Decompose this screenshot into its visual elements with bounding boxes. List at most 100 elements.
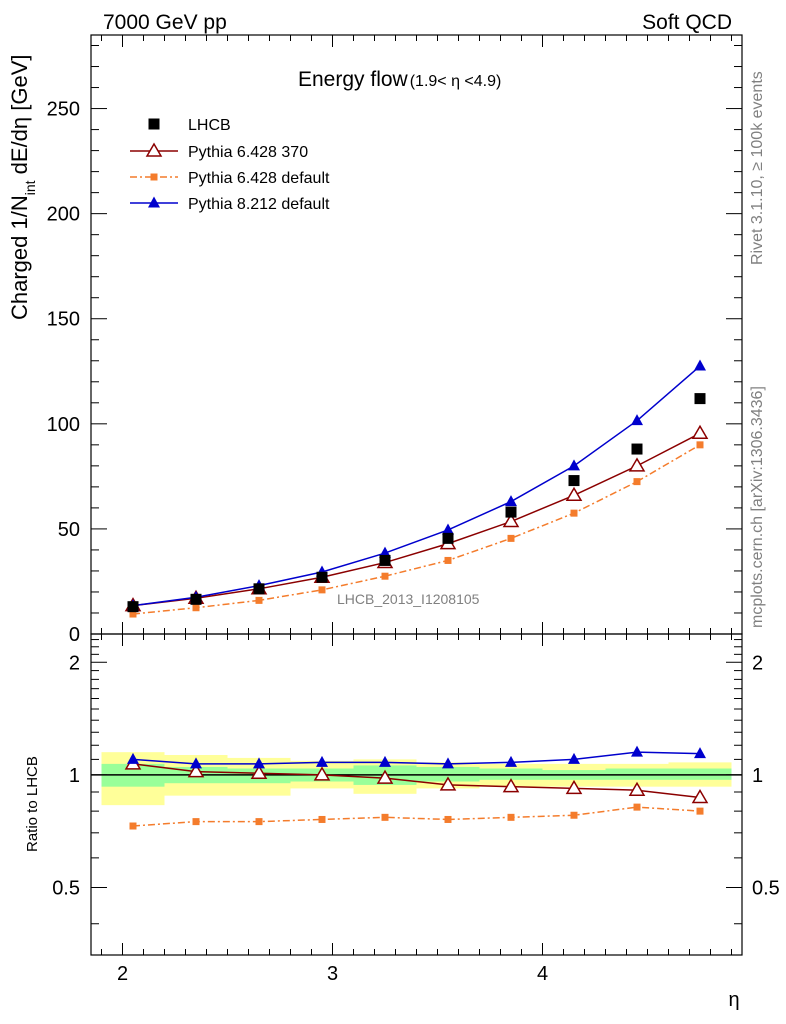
ratio-point-p8-1 [190, 757, 202, 769]
point-pdef-3 [318, 586, 326, 594]
point-lhcb-3 [316, 571, 328, 583]
ratio-point-p370-9 [691, 789, 709, 804]
point-p8-6 [505, 495, 517, 507]
ratio-point-pdef-9 [696, 807, 704, 815]
ratio-line-p8 [132, 751, 701, 765]
y-axis-label-tail: dE/dη [GeV] [7, 54, 32, 180]
ratio-point-p8-7 [568, 752, 580, 764]
series-line-p8 [132, 365, 701, 607]
ratio-point-pdef-3 [318, 815, 326, 823]
ratio-point-p8-9 [694, 747, 706, 759]
point-pdef-4 [381, 572, 389, 580]
ratio-tick-label-0.5: 0.5 [52, 877, 80, 899]
ratio-tick-label-2: 2 [69, 652, 80, 674]
x-tick-label-4: 4 [537, 963, 548, 985]
ratio-point-pdef-2 [255, 818, 263, 826]
ratio-tick-label-1: 1 [69, 765, 80, 787]
rivet-label: Rivet 3.1.10, ≥ 100k events [749, 71, 766, 265]
ratio-point-p8-5 [442, 757, 454, 769]
point-pdef-0 [129, 610, 137, 618]
y-axis-label-sub: int [22, 180, 38, 195]
ratio-point-p370-7 [565, 779, 583, 795]
point-p370-6 [502, 513, 520, 528]
ratio-plot-panel: 2 3 4 0.5 0.5 1 1 2 2 [52, 633, 780, 985]
ratio-point-p8-0 [127, 752, 139, 764]
point-lhcb-5 [442, 532, 454, 544]
y-tick-label-100: 100 [47, 414, 80, 436]
point-p8-7 [568, 459, 580, 471]
point-lhcb-1 [190, 593, 202, 605]
ratio-tick-label-right-2: 2 [752, 652, 763, 674]
point-lhcb-4 [379, 554, 391, 566]
point-pdef-1 [192, 604, 200, 612]
ratio-point-p8-8 [631, 745, 643, 757]
legend-marker-p370 [145, 142, 163, 157]
point-lhcb-7 [568, 475, 580, 487]
legend-label-p370: Pythia 6.428 370 [188, 144, 308, 161]
point-lhcb-2 [253, 583, 265, 595]
ratio-point-p370-1 [187, 763, 205, 778]
x-tick-label-2: 2 [117, 963, 128, 985]
point-lhcb-8 [631, 443, 643, 455]
ratio-point-p370-3 [313, 766, 331, 781]
ratio-line-pdef [132, 806, 701, 827]
legend-label-lhcb: LHCB [188, 117, 231, 134]
ratio-point-pdef-5 [444, 815, 452, 823]
legend-marker-pdef [150, 173, 158, 181]
point-p8-4 [379, 546, 391, 558]
ratio-line-p370 [132, 763, 701, 799]
point-p8-8 [631, 414, 643, 426]
legend: LHCB Pythia 6.428 370 Pythia 6.428 default… [130, 117, 330, 213]
point-pdef-5 [444, 556, 452, 564]
point-pdef-9 [696, 441, 704, 449]
ratio-point-pdef-6 [507, 813, 515, 821]
point-pdef-6 [507, 534, 515, 542]
series-line-p370 [132, 432, 701, 607]
x-tick-label-3: 3 [327, 963, 338, 985]
point-pdef-7 [570, 509, 578, 517]
point-lhcb-6 [505, 506, 517, 518]
ratio-point-p8-3 [316, 755, 328, 767]
legend-marker-lhcb [148, 118, 160, 130]
ratio-tick-label-right-0.5: 0.5 [752, 877, 780, 899]
y-tick-label-150: 150 [47, 309, 80, 331]
legend-marker-p8 [148, 196, 160, 208]
watermark: LHCB_2013_I1208105 [337, 591, 480, 607]
point-lhcb-9 [694, 393, 706, 405]
ratio-point-pdef-0 [129, 822, 137, 830]
ratio-point-p8-4 [379, 755, 391, 767]
y-axis-label-main: Charged 1/N [7, 195, 32, 320]
ratio-point-pdef-1 [192, 818, 200, 826]
chart-title: Energy flow (1.9< η <4.9) [298, 68, 501, 91]
ratio-point-p370-4 [376, 769, 394, 784]
y-axis-label: Charged 1/Nint dE/dη [GeV] [7, 54, 38, 320]
y-tick-label-0: 0 [69, 624, 80, 646]
chart-title-main: Energy flow [298, 68, 409, 91]
series-line-pdef [132, 444, 701, 615]
ratio-point-p370-2 [250, 764, 268, 780]
point-p370-7 [565, 486, 583, 502]
point-p8-5 [442, 523, 454, 535]
header-right: Soft QCD [642, 11, 732, 34]
ratio-point-p8-2 [253, 757, 265, 769]
y-tick-label-50: 50 [58, 519, 80, 541]
legend-label-pdef: Pythia 6.428 default [188, 170, 330, 187]
ratio-axis-label: Ratio to LHCB [24, 756, 41, 852]
ratio-point-pdef-7 [570, 811, 578, 819]
point-p370-9 [691, 424, 709, 440]
header-left: 7000 GeV pp [103, 11, 227, 34]
ratio-tick-label-right-1: 1 [752, 765, 763, 787]
main-plot-panel: 0 50 100 150 200 250 [47, 34, 743, 646]
point-p370-8 [628, 457, 646, 472]
point-pdef-8 [633, 478, 641, 486]
ratio-point-p370-6 [502, 778, 520, 793]
ratio-point-pdef-8 [633, 803, 641, 811]
mcplots-label: mcplots.cern.ch [arXiv:1306.3436] [749, 386, 766, 628]
y-tick-label-250: 250 [47, 99, 80, 121]
x-axis-label: η [728, 989, 739, 1011]
ratio-point-p8-6 [505, 755, 517, 767]
ratio-point-p370-5 [439, 776, 457, 791]
legend-label-p8: Pythia 8.212 default [188, 196, 330, 213]
point-pdef-2 [255, 596, 263, 604]
